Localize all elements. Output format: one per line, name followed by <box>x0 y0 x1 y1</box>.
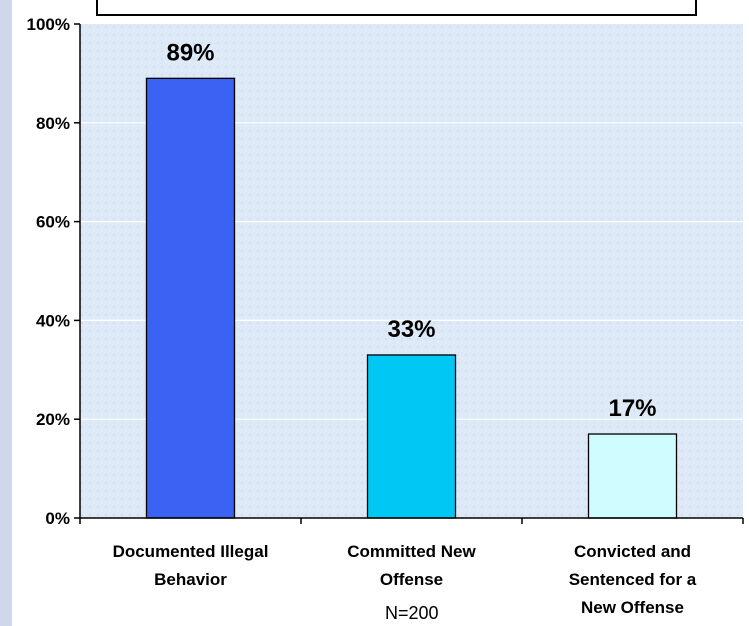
data-label: 33% <box>387 316 435 343</box>
bar <box>587 433 678 519</box>
x-category-label: Convicted and Sentenced for a New Offense <box>569 542 697 617</box>
y-tick-label: 100% <box>27 15 70 34</box>
bar <box>145 77 236 519</box>
left-edge-strip <box>0 0 12 626</box>
y-tick-label: 60% <box>36 213 70 232</box>
x-category-label: Documented Illegal Behavior <box>113 542 269 589</box>
y-tick-label: 0% <box>45 509 70 528</box>
y-tick-label: 20% <box>36 410 70 429</box>
y-tick-label: 40% <box>36 311 70 330</box>
bar <box>366 354 457 519</box>
sample-size-note: N=200 <box>385 603 439 623</box>
x-category-label: Committed New Offense <box>347 542 476 589</box>
y-tick-label: 80% <box>36 114 70 133</box>
data-label: 17% <box>608 395 656 422</box>
data-label: 89% <box>166 39 214 66</box>
chart-title-box <box>96 0 697 16</box>
